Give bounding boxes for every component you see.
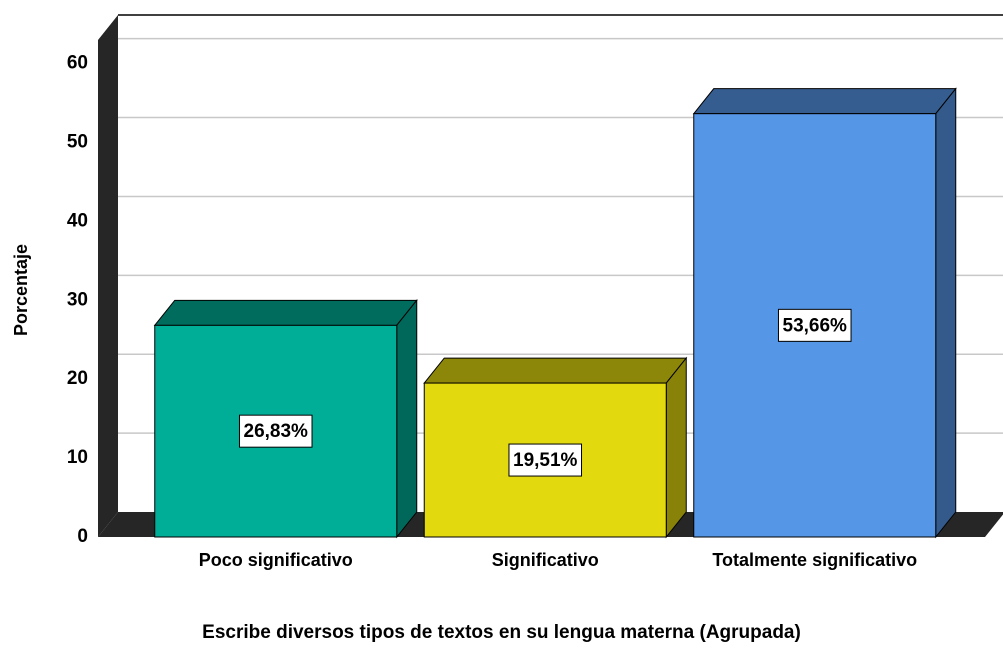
x-axis-title: Escribe diversos tipos de textos en su l… bbox=[202, 622, 801, 643]
value-label: 19,51% bbox=[513, 450, 578, 471]
y-tick-label: 50 bbox=[67, 132, 88, 153]
value-label: 26,83% bbox=[244, 421, 309, 442]
value-label-box bbox=[777, 308, 852, 342]
x-tick-label: Totalmente significativo bbox=[712, 550, 918, 570]
bar-side bbox=[665, 356, 687, 539]
y-tick-label: 30 bbox=[67, 289, 88, 310]
y-tick-label: 40 bbox=[67, 210, 88, 231]
value-label: 53,66% bbox=[783, 315, 848, 336]
bar-top bbox=[692, 88, 957, 115]
value-label-box bbox=[508, 443, 583, 477]
bar-top bbox=[423, 357, 688, 384]
x-tick-label: Significativo bbox=[491, 550, 599, 570]
bar-side bbox=[396, 298, 418, 539]
left-wall bbox=[98, 15, 118, 537]
y-tick-label: 20 bbox=[67, 368, 88, 389]
value-label-box bbox=[238, 414, 313, 448]
y-tick-label: 60 bbox=[67, 53, 88, 74]
bar-side bbox=[935, 87, 957, 539]
y-axis-title: Porcentaje bbox=[11, 244, 31, 336]
x-tick-label: Poco significativo bbox=[198, 550, 353, 570]
y-tick-label: 10 bbox=[67, 447, 88, 468]
y-tick-label: 0 bbox=[77, 526, 88, 547]
bar-top bbox=[153, 299, 418, 326]
